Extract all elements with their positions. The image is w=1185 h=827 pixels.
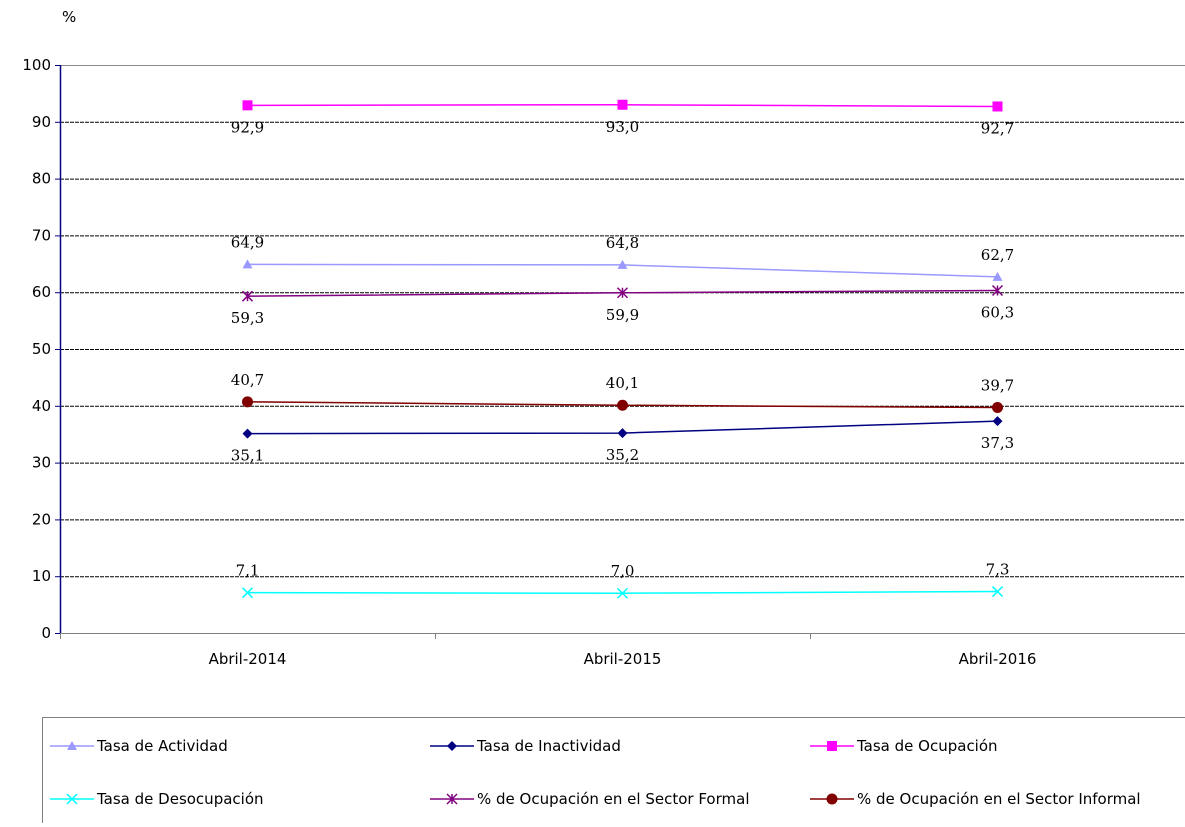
- series-2: [243, 100, 1003, 112]
- series-5: [242, 396, 1003, 413]
- data-label: 35,2: [606, 446, 639, 464]
- data-label: 40,1: [606, 374, 639, 392]
- data-label: 7,3: [986, 561, 1010, 579]
- x-tick-label: Abril-2015: [584, 650, 662, 668]
- data-point: [243, 100, 253, 110]
- legend-label: Tasa de Desocupación: [96, 790, 264, 808]
- series-4: [243, 285, 1003, 301]
- legend-label: Tasa de Actividad: [96, 737, 228, 755]
- data-point: [992, 402, 1003, 413]
- data-point: [827, 794, 838, 805]
- data-point: [243, 429, 253, 439]
- legend-label: % de Ocupación en el Sector Informal: [857, 790, 1141, 808]
- y-tick-label: 20: [32, 510, 51, 528]
- data-label: 37,3: [981, 434, 1014, 452]
- y-tick-label: 0: [41, 624, 51, 642]
- data-label: 35,1: [231, 447, 264, 465]
- series-0: [243, 259, 1003, 280]
- data-label: 93,0: [606, 118, 639, 136]
- y-tick-label: 100: [22, 56, 51, 74]
- legend-item: % de Ocupación en el Sector Formal: [430, 790, 749, 808]
- data-point: [242, 396, 253, 407]
- data-label: 92,7: [981, 119, 1014, 137]
- data-label: 39,7: [981, 377, 1014, 395]
- data-label: 64,8: [606, 234, 639, 252]
- y-tick-label: 40: [32, 397, 51, 415]
- y-tick-label: 30: [32, 454, 51, 472]
- data-label: 62,7: [981, 246, 1014, 264]
- series-1: [243, 416, 1003, 438]
- data-point: [993, 416, 1003, 426]
- y-tick-label: 70: [32, 226, 51, 244]
- legend-label: Tasa de Ocupación: [856, 737, 998, 755]
- data-point: [617, 400, 628, 411]
- y-tick-label: 60: [32, 283, 51, 301]
- y-tick-label: 80: [32, 170, 51, 188]
- legend-label: Tasa de Inactividad: [476, 737, 621, 755]
- data-label: 60,3: [981, 303, 1014, 321]
- y-tick-label: 90: [32, 113, 51, 131]
- data-label: 7,1: [236, 562, 260, 580]
- series-3: [243, 587, 1003, 599]
- data-point: [618, 100, 628, 110]
- data-label: 92,9: [231, 118, 264, 136]
- y-tick-label: 10: [32, 567, 51, 585]
- data-label: 59,9: [606, 306, 639, 324]
- y-tick-label: 50: [32, 340, 51, 358]
- axes: % 0 10 20 30 40 50 60 70 80 90 100 Abril-2014 Abril-2…: [22, 8, 1185, 668]
- x-tick-label: Abril-2016: [959, 650, 1037, 668]
- legend: Tasa de Actividad Tasa de Inactividad Tasa…: [43, 718, 1185, 824]
- data-point: [827, 741, 837, 751]
- legend-label: % de Ocupación en el Sector Formal: [477, 790, 749, 808]
- data-label: 40,7: [231, 371, 264, 389]
- data-point: [993, 101, 1003, 111]
- data-label: 59,3: [231, 309, 264, 327]
- data-point: [618, 428, 628, 438]
- y-axis-label: %: [62, 8, 76, 26]
- data-label: 64,9: [231, 233, 264, 251]
- data-label: 7,0: [611, 562, 635, 580]
- legend-item: % de Ocupación en el Sector Informal: [810, 790, 1141, 808]
- x-tick-label: Abril-2014: [209, 650, 287, 668]
